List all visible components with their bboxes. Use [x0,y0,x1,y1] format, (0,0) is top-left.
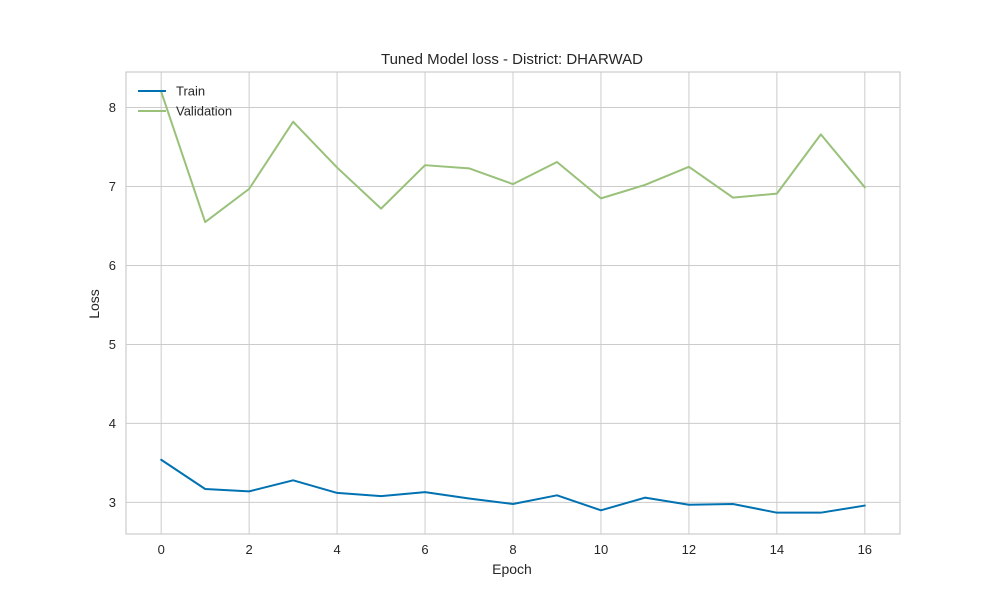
y-axis-label: Loss [86,289,102,319]
y-tick-label: 4 [109,416,116,431]
y-tick-label: 5 [109,337,116,352]
x-tick-label: 2 [246,542,253,557]
y-tick-label: 6 [109,258,116,273]
x-tick-label: 0 [158,542,165,557]
legend-label-validation: Validation [176,104,232,119]
grid-layer [126,72,900,534]
y-tick-label: 7 [109,179,116,194]
legend: Train Validation [138,84,232,119]
x-tick-label: 10 [594,542,608,557]
x-tick-label: 8 [509,542,516,557]
x-tick-label: 4 [333,542,340,557]
x-tick-label: 16 [858,542,872,557]
x-tick-label: 6 [421,542,428,557]
legend-label-train: Train [176,84,205,99]
x-tick-label: 12 [682,542,696,557]
y-tick-label: 8 [109,100,116,115]
y-tick-label: 3 [109,495,116,510]
chart-title: Tuned Model loss - District: DHARWAD [381,51,643,68]
x-axis-label: Epoch [492,561,532,577]
tick-label-layer: 0 2 4 6 8 10 12 14 16 3 4 5 6 7 8 [109,100,872,557]
x-tick-label: 14 [770,542,784,557]
